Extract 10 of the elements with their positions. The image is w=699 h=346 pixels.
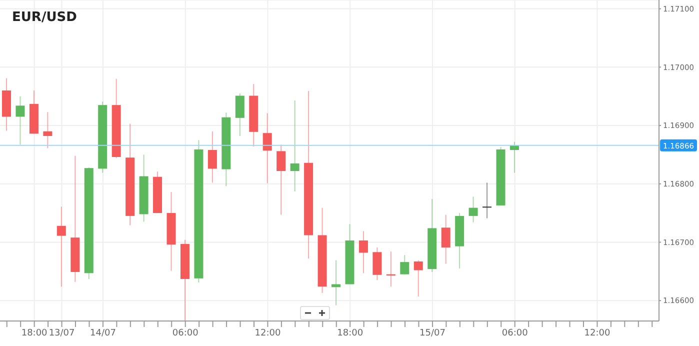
x-tick-label: 14/07: [90, 328, 116, 338]
x-tick-label: 06:00: [172, 328, 199, 338]
x-tick-label: 18:00: [21, 328, 48, 338]
x-tick-label: 06:00: [502, 328, 528, 338]
x-tick-label: 12:00: [584, 328, 610, 338]
x-tick-label: 12:00: [254, 328, 281, 338]
text: EUR/USD: [12, 10, 77, 25]
x-tick-label: 15/07: [420, 328, 446, 338]
x-tick-label: 18:00: [337, 328, 364, 338]
x-tick-label: 13/07: [48, 328, 75, 338]
